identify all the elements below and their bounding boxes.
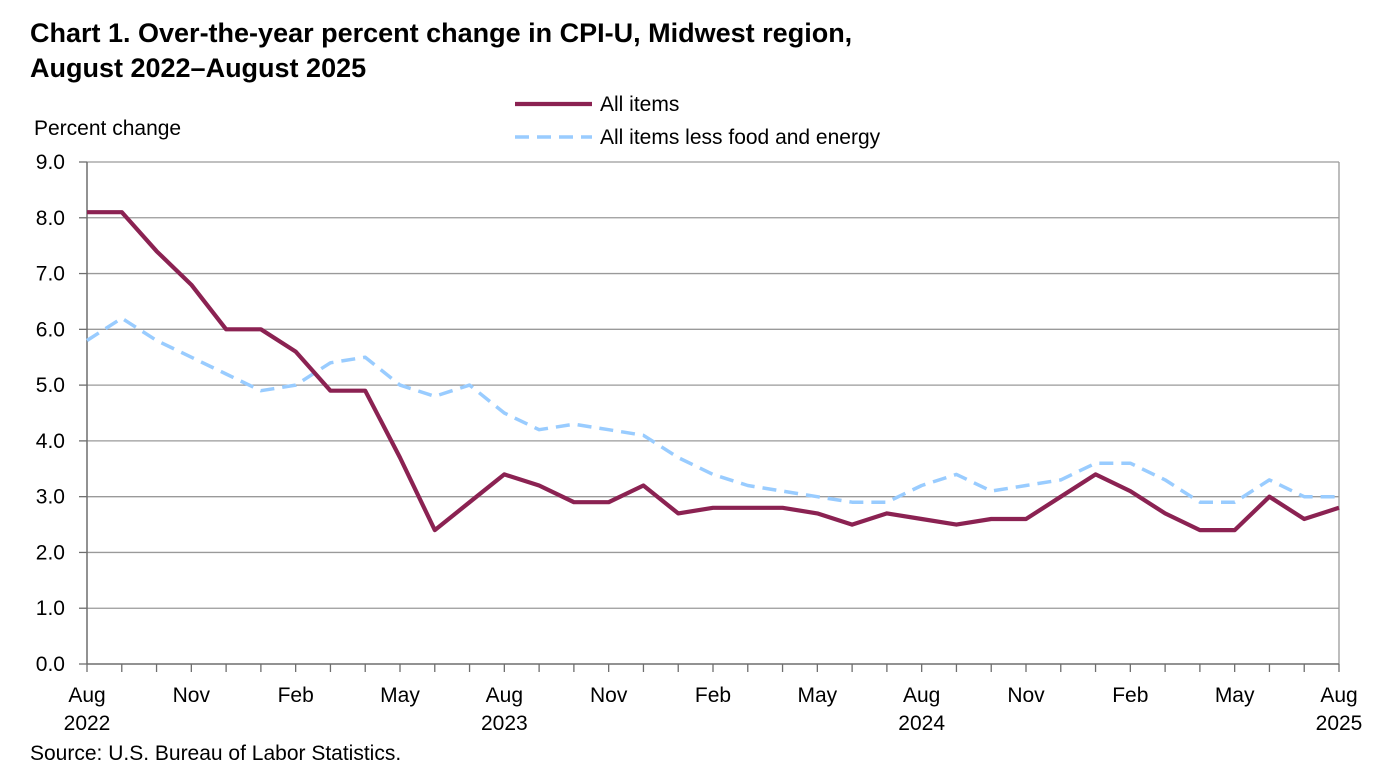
x-tick-label: Feb (1112, 684, 1148, 707)
legend-label: All items less food and energy (600, 126, 881, 149)
source-note: Source: U.S. Bureau of Labor Statistics. (30, 742, 402, 765)
x-tick-label: Feb (278, 684, 314, 707)
y-tick-label: 9.0 (36, 151, 65, 174)
x-tick-label: Nov (1007, 684, 1045, 707)
x-tick-label: Aug (486, 684, 523, 707)
series-line-core (86, 316, 1339, 504)
chart-title: Chart 1. Over-the-year percent change in… (30, 16, 852, 86)
x-tick-label: Aug (1320, 684, 1357, 707)
x-tick-year-label: 2024 (898, 712, 945, 735)
chart-title-line-2: August 2022–August 2025 (30, 53, 367, 83)
y-tick-label: 1.0 (36, 597, 65, 620)
x-tick-label: May (380, 684, 420, 707)
y-tick-label: 4.0 (36, 430, 65, 453)
chart-title-line-1: Chart 1. Over-the-year percent change in… (30, 18, 853, 48)
x-tick-year-label: 2022 (64, 712, 111, 735)
y-tick-label: 6.0 (36, 318, 65, 341)
x-tick-year-label: 2025 (1316, 712, 1363, 735)
x-tick-label: Aug (68, 684, 105, 707)
y-tick-label: 8.0 (36, 207, 65, 230)
y-tick-label: 3.0 (36, 486, 65, 509)
x-tick-label: May (797, 684, 837, 707)
x-tick-label: Nov (590, 684, 628, 707)
series-line-all-items (87, 210, 1340, 533)
x-tick-year-label: 2023 (481, 712, 528, 735)
y-tick-label: 2.0 (36, 541, 65, 564)
y-tick-label: 5.0 (36, 374, 65, 397)
legend-label: All items (600, 93, 679, 116)
x-tick-label: Nov (173, 684, 211, 707)
x-tick-label: Aug (903, 684, 940, 707)
y-tick-label: 7.0 (36, 263, 65, 286)
x-tick-label: Feb (695, 684, 731, 707)
y-axis-label: Percent change (34, 117, 182, 140)
x-tick-label: May (1215, 684, 1255, 707)
y-tick-label: 0.0 (36, 653, 65, 676)
